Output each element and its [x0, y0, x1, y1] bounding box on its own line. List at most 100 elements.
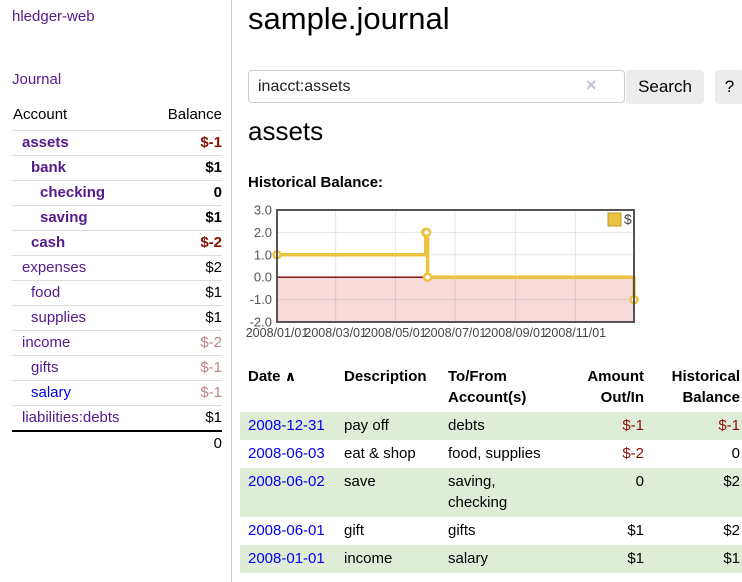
header-amount: Amount Out/In: [587, 368, 644, 406]
sidebar-account-link-bank[interactable]: bank: [31, 159, 67, 176]
transaction-balance: $-1: [718, 417, 740, 434]
accounts-total-value: 0: [150, 430, 222, 456]
svg-text:-2.0: -2.0: [250, 315, 272, 330]
account-balance: 0: [150, 180, 222, 206]
account-balance: $1: [150, 155, 222, 181]
sidebar-account-link-gifts[interactable]: gifts: [31, 359, 59, 376]
accounts-balance-table: Account Balance assets $-1 bank $1 checking 0…: [12, 101, 222, 456]
page-title: sample.journal: [248, 1, 450, 36]
account-heading: assets: [248, 116, 324, 146]
sidebar-account-link-salary[interactable]: salary: [31, 384, 72, 401]
account-balance: $2: [150, 255, 222, 281]
transaction-date-link[interactable]: 2008-06-01: [248, 522, 325, 539]
transaction-description: save: [344, 473, 376, 490]
header-accounts: To/From Account(s): [448, 368, 527, 406]
transaction-accounts: food, supplies: [448, 445, 541, 462]
transaction-date-link[interactable]: 2008-06-03: [248, 445, 325, 462]
sidebar-account-link-cash[interactable]: cash: [31, 234, 66, 251]
app-title-link[interactable]: hledger-web: [12, 8, 95, 25]
account-balance: $1: [150, 305, 222, 331]
account-row: gifts $-1: [12, 355, 222, 381]
svg-text:2.0: 2.0: [254, 225, 272, 240]
transaction-date: 2008-06-01: [240, 517, 336, 545]
accounts-total-row: 0: [12, 430, 222, 456]
sidebar-item-journal[interactable]: Journal: [12, 71, 62, 88]
account-balance: $1: [150, 205, 222, 231]
account-balance: $1: [150, 405, 222, 431]
account-row: bank $1: [12, 155, 222, 181]
search-button[interactable]: Search: [626, 70, 704, 104]
transaction-accounts: debts: [448, 417, 485, 434]
account-row: income $-2: [12, 330, 222, 356]
account-row: supplies $1: [12, 305, 222, 331]
sidebar-account-link-food[interactable]: food: [31, 284, 61, 301]
account-row: checking 0: [12, 180, 222, 206]
account-row: assets $-1: [12, 130, 222, 156]
sort-ascending-icon: ∧: [284, 368, 297, 384]
accounts-header-row: Account Balance: [12, 101, 222, 131]
transaction-balance: $2: [723, 473, 740, 490]
account-balance: $-1: [150, 130, 222, 156]
search-input[interactable]: [248, 70, 625, 103]
sidebar: hledger-web Journal Account Balance asse…: [0, 0, 232, 582]
account-row: expenses $2: [12, 255, 222, 281]
transaction-amount: $1: [627, 522, 644, 539]
chart-title: Historical Balance:: [248, 174, 384, 191]
transaction-row: 2008-06-02 save saving, checking 0 $2: [240, 468, 742, 517]
svg-text:0.0: 0.0: [254, 270, 272, 285]
account-balance: $1: [150, 280, 222, 306]
sidebar-account-link-saving[interactable]: saving: [40, 209, 88, 226]
account-balance: $-2: [150, 330, 222, 356]
search-bar: × Search ?: [248, 70, 742, 104]
transaction-row: 2008-06-03 eat & shop food, supplies $-2 0: [240, 440, 742, 468]
account-row: cash $-2: [12, 230, 222, 256]
accounts-header-account: Account: [13, 106, 68, 123]
transactions-header-row: Date ∧ Description To/From Account(s) Am…: [240, 360, 742, 412]
account-balance: $-1: [150, 380, 222, 406]
account-row: food $1: [12, 280, 222, 306]
account-row: salary $-1: [12, 380, 222, 406]
transaction-description: pay off: [344, 417, 389, 434]
clear-search-icon[interactable]: ×: [586, 75, 597, 95]
svg-text:2008/07/01: 2008/07/01: [424, 326, 487, 340]
svg-text:1.0: 1.0: [254, 247, 272, 262]
transaction-accounts: salary: [448, 550, 489, 567]
transaction-accounts: gifts: [448, 522, 476, 539]
transaction-amount: $-2: [622, 445, 644, 462]
svg-text:2008/09/01: 2008/09/01: [484, 326, 547, 340]
transaction-amount: $-1: [622, 417, 644, 434]
transaction-date-link[interactable]: 2008-06-02: [248, 473, 325, 490]
transaction-date-link[interactable]: 2008-12-31: [248, 417, 325, 434]
svg-text:2008/01/01: 2008/01/01: [246, 326, 309, 340]
historical-balance-chart: $3.0 2.0 1.0 0.0 -1.0 -2.02008/01/012008/03/0…: [246, 203, 639, 340]
transaction-description: eat & shop: [344, 445, 416, 462]
transaction-amount: 0: [635, 473, 644, 490]
accounts-total-spacer: [12, 430, 151, 456]
sidebar-account-link-income[interactable]: income: [22, 334, 71, 351]
sidebar-account-link-expenses[interactable]: expenses: [22, 259, 87, 276]
transaction-row: 2008-01-01 income salary $1 $1: [240, 545, 742, 573]
transactions-table: Date ∧ Description To/From Account(s) Am…: [240, 360, 742, 573]
sidebar-account-link-checking[interactable]: checking: [40, 184, 106, 201]
accounts-header-balance: Balance: [167, 106, 222, 123]
sidebar-account-link-liabilities-debts[interactable]: liabilities:debts: [22, 409, 120, 426]
sidebar-account-link-assets[interactable]: assets: [22, 134, 69, 151]
transaction-date: 2008-06-02: [240, 468, 336, 517]
transaction-date-link[interactable]: 2008-01-01: [248, 550, 325, 567]
account-row: saving $1: [12, 205, 222, 231]
header-date[interactable]: Date ∧: [248, 368, 297, 385]
sidebar-account-link-supplies[interactable]: supplies: [31, 309, 87, 326]
transaction-date: 2008-12-31: [240, 412, 336, 440]
svg-text:2008/05/01: 2008/05/01: [364, 326, 427, 340]
svg-text:2008/11/01: 2008/11/01: [544, 326, 606, 340]
transaction-accounts: saving, checking: [448, 473, 508, 511]
header-description: Description: [344, 368, 427, 385]
transaction-amount: $1: [627, 550, 644, 567]
transaction-description: income: [344, 550, 393, 567]
svg-text:$: $: [624, 211, 632, 227]
transaction-balance: 0: [731, 445, 740, 462]
help-button[interactable]: ?: [715, 70, 742, 104]
transaction-row: 2008-06-01 gift gifts $1 $2: [240, 517, 742, 545]
account-balance: $-1: [150, 355, 222, 381]
svg-text:3.0: 3.0: [254, 203, 272, 218]
